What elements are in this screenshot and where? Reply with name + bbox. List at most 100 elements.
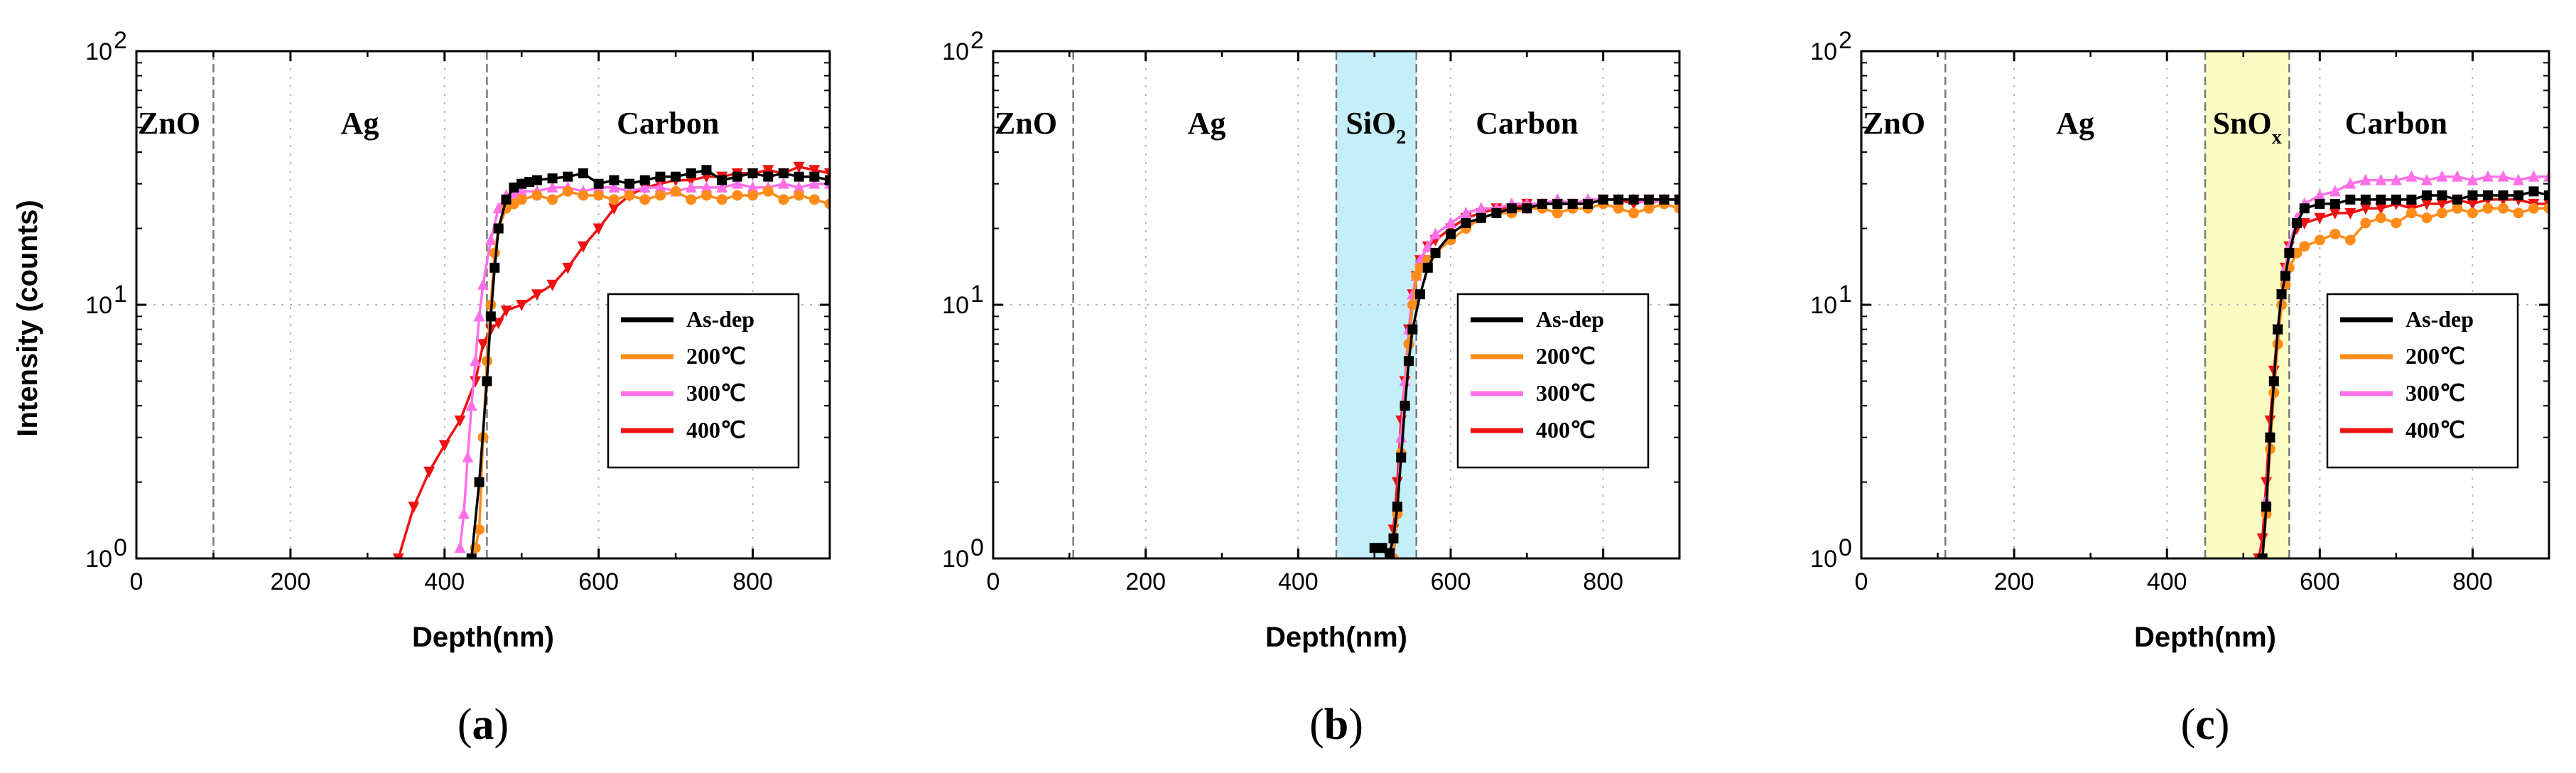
series-group bbox=[392, 161, 830, 558]
data-point bbox=[2512, 173, 2524, 185]
y-tick-exponent: 2 bbox=[1839, 27, 1852, 54]
caption-close-paren: ) bbox=[2215, 701, 2230, 749]
data-point bbox=[2329, 207, 2341, 220]
data-point bbox=[438, 440, 450, 452]
data-point bbox=[2420, 198, 2432, 210]
data-point bbox=[700, 190, 712, 201]
region-label-subscript: 2 bbox=[1396, 126, 1406, 148]
data-point bbox=[408, 502, 420, 514]
data-point bbox=[593, 190, 605, 201]
data-point bbox=[2421, 190, 2432, 201]
data-point bbox=[392, 553, 404, 558]
data-point bbox=[639, 175, 650, 185]
data-point bbox=[2513, 190, 2523, 201]
region-label: ZnO bbox=[1863, 106, 1925, 141]
data-point bbox=[2314, 212, 2326, 225]
legend-label: 400℃ bbox=[686, 417, 746, 443]
data-point bbox=[1460, 206, 1472, 218]
data-point bbox=[2280, 271, 2290, 281]
data-point bbox=[2528, 202, 2539, 214]
data-point bbox=[2467, 198, 2479, 210]
legend-label: 400℃ bbox=[1536, 417, 1596, 443]
data-point bbox=[686, 194, 697, 205]
data-point bbox=[493, 223, 504, 234]
data-point bbox=[2314, 234, 2325, 246]
data-point bbox=[500, 305, 512, 317]
y-tick-exponent: 1 bbox=[970, 281, 984, 308]
data-point bbox=[1659, 194, 1669, 205]
data-point bbox=[793, 180, 805, 193]
data-point bbox=[531, 190, 543, 201]
data-point bbox=[2376, 194, 2386, 205]
data-point bbox=[609, 175, 619, 185]
data-point bbox=[2299, 241, 2310, 252]
data-point bbox=[671, 171, 681, 182]
data-point bbox=[2359, 173, 2371, 185]
y-tick-label: 10 bbox=[1810, 292, 1837, 319]
x-tick-label: 400 bbox=[424, 568, 465, 595]
data-point bbox=[577, 241, 589, 253]
y-tick-label: 10 bbox=[942, 38, 969, 65]
data-point bbox=[2482, 190, 2493, 201]
y-tick-label: 10 bbox=[85, 292, 112, 319]
legend-label: 300℃ bbox=[2405, 380, 2465, 406]
data-point bbox=[563, 171, 573, 182]
data-point bbox=[2451, 170, 2463, 182]
data-point bbox=[624, 178, 635, 189]
caption-open-paren: ( bbox=[1309, 701, 1324, 749]
data-point bbox=[701, 165, 712, 175]
data-point bbox=[700, 180, 713, 193]
data-point bbox=[465, 399, 477, 411]
data-point bbox=[732, 171, 742, 182]
caption-letter: a bbox=[472, 701, 494, 749]
y-tick-exponent: 2 bbox=[114, 27, 127, 54]
data-point bbox=[1403, 356, 1414, 367]
x-tick-label: 600 bbox=[578, 568, 619, 595]
data-point bbox=[824, 198, 830, 210]
data-point bbox=[2406, 194, 2417, 205]
data-point bbox=[1506, 203, 1517, 214]
data-point bbox=[2265, 432, 2275, 443]
data-point bbox=[716, 180, 728, 193]
data-point bbox=[592, 223, 605, 235]
caption-close-paren: ) bbox=[494, 701, 509, 749]
data-point bbox=[778, 168, 789, 178]
data-point bbox=[2528, 170, 2540, 182]
x-tick-label: 800 bbox=[732, 568, 773, 595]
region-label-text: SnO bbox=[2213, 106, 2272, 141]
data-point bbox=[2375, 203, 2387, 215]
x-tick-label: 0 bbox=[130, 568, 144, 595]
legend-label: 200℃ bbox=[2405, 343, 2465, 369]
caption-open-paren: ( bbox=[458, 701, 472, 749]
region-label-text: ZnO bbox=[1863, 106, 1925, 141]
y-tick-label: 10 bbox=[1810, 546, 1837, 573]
data-point bbox=[794, 190, 805, 201]
data-point bbox=[655, 171, 666, 182]
data-point bbox=[1445, 216, 1456, 228]
data-point bbox=[2513, 207, 2524, 219]
x-tick-label: 0 bbox=[987, 568, 1000, 595]
series-group bbox=[1369, 193, 1679, 558]
data-point bbox=[2421, 212, 2432, 224]
data-point bbox=[2344, 177, 2356, 189]
region-label-text: Ag bbox=[2056, 106, 2094, 141]
data-point bbox=[747, 190, 759, 201]
y-tick-label: 10 bbox=[942, 292, 969, 319]
data-point bbox=[1415, 289, 1426, 300]
data-point bbox=[593, 178, 604, 189]
data-point bbox=[1552, 207, 1563, 219]
data-point bbox=[546, 279, 558, 291]
region-label: Carbon bbox=[2345, 106, 2447, 141]
region-label: Carbon bbox=[1476, 106, 1578, 141]
data-point bbox=[485, 233, 497, 245]
caption-close-paren: ) bbox=[1348, 701, 1363, 749]
data-point bbox=[2528, 186, 2539, 197]
data-point bbox=[516, 194, 527, 205]
data-point bbox=[2452, 194, 2462, 205]
data-point bbox=[1396, 452, 1407, 463]
data-point bbox=[608, 203, 620, 215]
x-tick-label: 600 bbox=[2300, 568, 2340, 595]
data-point bbox=[1407, 299, 1418, 310]
